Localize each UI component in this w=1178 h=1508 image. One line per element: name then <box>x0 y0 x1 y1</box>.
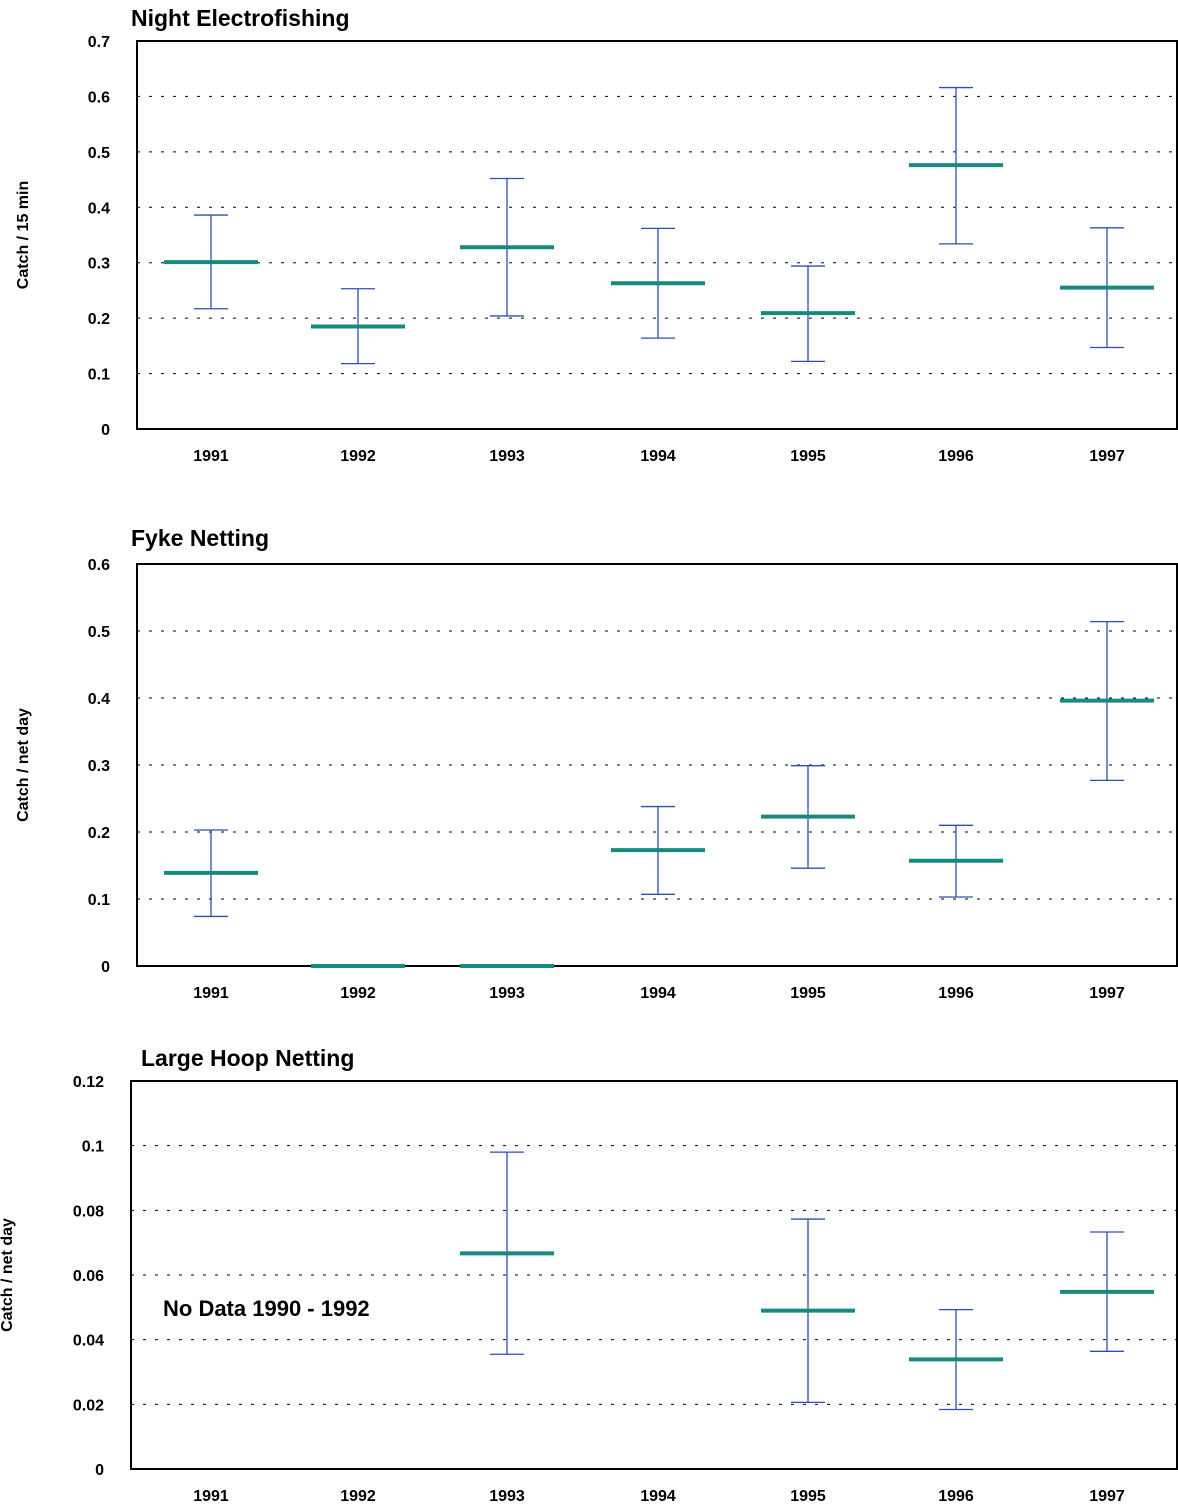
x-tick-label: 1996 <box>938 985 974 1002</box>
y-axis-label: Catch / net day <box>15 708 32 822</box>
x-tick-label: 1995 <box>790 1488 826 1505</box>
x-tick-label: 1991 <box>193 985 229 1002</box>
y-axis-label: Catch / 15 min <box>15 181 32 289</box>
x-tick-label: 1993 <box>489 985 525 1002</box>
x-tick-label: 1997 <box>1089 985 1125 1002</box>
y-tick-label: 0.04 <box>73 1333 104 1350</box>
x-tick-label: 1993 <box>489 448 525 465</box>
y-tick-label: 0.2 <box>88 825 110 842</box>
y-tick-label: 0.4 <box>88 691 110 708</box>
y-tick-label: 0.3 <box>88 256 110 273</box>
x-tick-label: 1994 <box>640 1488 676 1505</box>
y-tick-label: 0 <box>101 959 110 976</box>
y-tick-label: 0.5 <box>88 624 110 641</box>
x-tick-label: 1996 <box>938 1488 974 1505</box>
x-tick-label: 1993 <box>489 1488 525 1505</box>
y-tick-label: 0.08 <box>73 1203 104 1220</box>
y-tick-label: 0 <box>95 1462 104 1479</box>
y-tick-label: 0 <box>101 422 110 439</box>
x-tick-label: 1997 <box>1089 448 1125 465</box>
y-tick-label: 0.1 <box>88 367 110 384</box>
y-tick-label: 0.06 <box>73 1268 104 1285</box>
y-tick-label: 0.1 <box>82 1139 104 1156</box>
x-tick-label: 1997 <box>1089 1488 1125 1505</box>
chart-title: Fyke Netting <box>131 525 269 551</box>
plot-frame <box>136 40 1178 430</box>
y-tick-label: 0.12 <box>73 1074 104 1091</box>
y-tick-label: 0.3 <box>88 758 110 775</box>
y-tick-label: 0.4 <box>88 200 110 217</box>
y-tick-label: 0.5 <box>88 145 110 162</box>
y-tick-label: 0.1 <box>88 892 110 909</box>
x-tick-label: 1994 <box>640 448 676 465</box>
y-tick-label: 0.6 <box>88 89 110 106</box>
x-tick-label: 1996 <box>938 448 974 465</box>
chart-panel-3: Large Hoop Netting Catch / net day 0 0.02 0.… <box>0 1045 1178 1505</box>
x-tick-label: 1992 <box>340 448 376 465</box>
plot-frame <box>130 1080 1178 1470</box>
y-tick-label: 0.7 <box>88 34 110 51</box>
x-tick-label: 1992 <box>340 1488 376 1505</box>
x-tick-label: 1995 <box>790 985 826 1002</box>
x-tick-label: 1995 <box>790 448 826 465</box>
x-tick-label: 1991 <box>193 1488 229 1505</box>
chart-panel-2: Fyke Netting Catch / net day 0 0.1 0.2 0.3 0.4… <box>15 525 1178 1002</box>
y-tick-label: 0.2 <box>88 311 110 328</box>
x-tick-label: 1994 <box>640 985 676 1002</box>
y-axis-label: Catch / net day <box>0 1218 16 1332</box>
chart-panel-1: Night Electrofishing Catch / 15 min 0 0.1 0.… <box>15 5 1178 465</box>
chart-annotation: No Data 1990 - 1992 <box>163 1296 370 1321</box>
plot-frame <box>136 563 1178 967</box>
y-tick-label: 0.02 <box>73 1397 104 1414</box>
x-tick-label: 1992 <box>340 985 376 1002</box>
x-tick-label: 1991 <box>193 448 229 465</box>
chart-title: Night Electrofishing <box>131 5 350 31</box>
chart-title: Large Hoop Netting <box>141 1045 354 1071</box>
y-tick-label: 0.6 <box>88 557 110 574</box>
